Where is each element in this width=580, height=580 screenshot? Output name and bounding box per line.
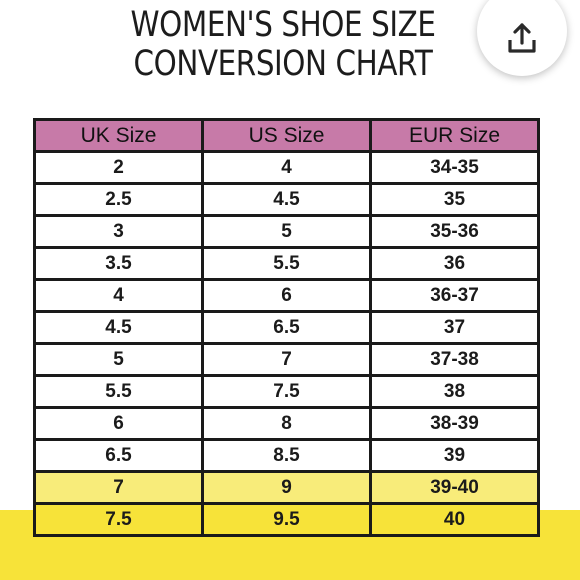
table-row: 6 8 38-39 (33, 406, 540, 441)
cell-eur: 38 (369, 374, 540, 409)
cell-eur: 34-35 (369, 150, 540, 185)
cell-uk: 3 (33, 214, 204, 249)
table-row: 4.5 6.5 37 (33, 310, 540, 345)
table-row-highlighted: 7.5 9.5 40 (33, 502, 540, 537)
table-row: 2.5 4.5 35 (33, 182, 540, 217)
cell-eur: 35 (369, 182, 540, 217)
table-row: 6.5 8.5 39 (33, 438, 540, 473)
cell-us: 4.5 (201, 182, 372, 217)
column-header-us: US Size (201, 118, 372, 153)
cell-eur: 39-40 (369, 470, 540, 505)
table-row: 3 5 35-36 (33, 214, 540, 249)
cell-uk: 7 (33, 470, 204, 505)
cell-us: 5.5 (201, 246, 372, 281)
cell-eur: 37 (369, 310, 540, 345)
share-button[interactable] (477, 0, 567, 76)
table-header-row: UK Size US Size EUR Size (33, 118, 540, 153)
cell-uk: 2.5 (33, 182, 204, 217)
cell-eur: 39 (369, 438, 540, 473)
chart-title-line-1: WOMEN'S SHOE SIZE (130, 5, 436, 45)
table-row: 5 7 37-38 (33, 342, 540, 377)
cell-eur: 36-37 (369, 278, 540, 313)
cell-us: 7.5 (201, 374, 372, 409)
table-row: 3.5 5.5 36 (33, 246, 540, 281)
cell-us: 5 (201, 214, 372, 249)
cell-uk: 7.5 (33, 502, 204, 537)
cell-eur: 35-36 (369, 214, 540, 249)
cell-eur: 36 (369, 246, 540, 281)
cell-uk: 6 (33, 406, 204, 441)
table-row-highlighted: 7 9 39-40 (33, 470, 540, 505)
share-icon (508, 23, 536, 53)
cell-us: 8 (201, 406, 372, 441)
cell-uk: 5 (33, 342, 204, 377)
cell-eur: 40 (369, 502, 540, 537)
cell-us: 6 (201, 278, 372, 313)
cell-uk: 4.5 (33, 310, 204, 345)
cell-eur: 37-38 (369, 342, 540, 377)
cell-uk: 5.5 (33, 374, 204, 409)
cell-uk: 4 (33, 278, 204, 313)
cell-us: 7 (201, 342, 372, 377)
cell-uk: 2 (33, 150, 204, 185)
size-conversion-table: UK Size US Size EUR Size 2 4 34-35 2.5 4… (33, 118, 540, 537)
column-header-eur: EUR Size (369, 118, 540, 153)
cell-us: 9.5 (201, 502, 372, 537)
chart-title-line-2: CONVERSION CHART (133, 44, 433, 84)
table-row: 5.5 7.5 38 (33, 374, 540, 409)
table-row: 4 6 36-37 (33, 278, 540, 313)
table-row: 2 4 34-35 (33, 150, 540, 185)
column-header-uk: UK Size (33, 118, 204, 153)
cell-us: 4 (201, 150, 372, 185)
cell-uk: 3.5 (33, 246, 204, 281)
cell-us: 9 (201, 470, 372, 505)
cell-us: 6.5 (201, 310, 372, 345)
cell-eur: 38-39 (369, 406, 540, 441)
cell-us: 8.5 (201, 438, 372, 473)
cell-uk: 6.5 (33, 438, 204, 473)
